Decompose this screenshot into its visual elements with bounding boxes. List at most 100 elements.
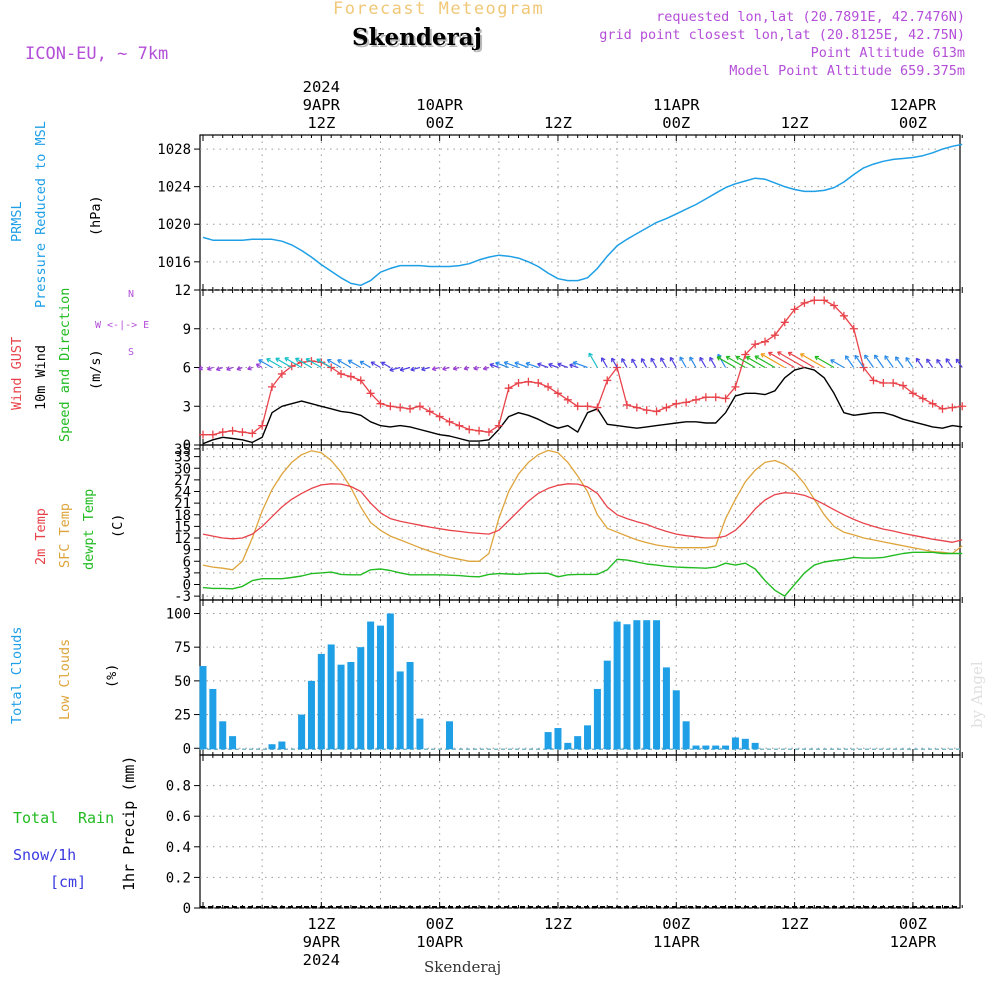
cloud-bar bbox=[307, 680, 315, 750]
gust-point bbox=[376, 399, 385, 408]
gust-point bbox=[494, 421, 503, 430]
wind-arrow bbox=[266, 358, 283, 369]
wind-arrow bbox=[327, 359, 342, 369]
wind-arrow-head bbox=[255, 363, 261, 368]
bottom-time-label: 10APR bbox=[416, 933, 463, 951]
wind-arrow-head bbox=[548, 362, 553, 368]
bottom-time-label: 12Z bbox=[781, 915, 809, 933]
cloud-bar bbox=[337, 664, 345, 750]
gust-point bbox=[701, 393, 710, 402]
y-tick-label: 1020 bbox=[157, 217, 191, 233]
wind-arrow bbox=[754, 355, 776, 369]
cloud-bar bbox=[376, 625, 384, 750]
gust-point bbox=[208, 430, 217, 439]
wind-arrow-head bbox=[266, 358, 271, 363]
wind-line bbox=[202, 366, 963, 445]
wind-arrow bbox=[884, 355, 894, 368]
top-time-label: 11APR bbox=[653, 96, 700, 114]
gust-point bbox=[662, 403, 671, 412]
wind-arrow-head bbox=[905, 357, 910, 362]
gust-point bbox=[879, 379, 888, 387]
top-time-label: 00Z bbox=[662, 114, 690, 132]
wind-arrow bbox=[787, 351, 815, 369]
gust-point bbox=[465, 425, 474, 434]
y-tick-label: 50 bbox=[174, 674, 191, 690]
wind-arrow-head bbox=[926, 358, 931, 364]
label-10m-wind: 10m Wind bbox=[33, 344, 49, 410]
gust-point bbox=[770, 331, 779, 340]
cloud-bar bbox=[199, 666, 207, 750]
wind-arrow-head bbox=[503, 360, 509, 366]
wind-arrow-head bbox=[198, 365, 203, 371]
label-wind-gust: Wind GUST bbox=[9, 336, 25, 410]
cloud-bar bbox=[584, 725, 592, 750]
cloud-bar bbox=[317, 653, 325, 750]
wind-arrow bbox=[641, 358, 648, 368]
cloud-bar bbox=[722, 745, 730, 750]
gust-point bbox=[337, 369, 346, 378]
wind-arrow-head bbox=[410, 366, 415, 372]
bottom-time-label: 2024 bbox=[303, 951, 340, 969]
gust-point bbox=[622, 400, 631, 409]
wind-arrow-head bbox=[955, 358, 961, 364]
y-tick-label: 0 bbox=[183, 741, 191, 757]
panel-frame bbox=[199, 134, 961, 291]
wind-arrow bbox=[631, 358, 638, 368]
wind-arrow bbox=[525, 362, 539, 369]
wind-arrow-head bbox=[799, 353, 805, 358]
compass-n: N bbox=[128, 289, 135, 300]
sfc-temp-line bbox=[202, 449, 963, 571]
gust-point bbox=[692, 395, 700, 404]
wind-arrow bbox=[845, 355, 855, 368]
label-pressure-msl: Pressure Reduced to MSL bbox=[33, 121, 49, 308]
bottom-time-label: 12Z bbox=[544, 915, 572, 933]
panel-frame bbox=[199, 289, 961, 446]
wind-arrow-head bbox=[473, 365, 478, 371]
cloud-bar bbox=[653, 620, 661, 750]
wind-arrow-head bbox=[389, 366, 394, 372]
label-prmsl: PRMSL bbox=[9, 201, 25, 242]
cloud-bar bbox=[396, 671, 404, 750]
wind-arrow bbox=[295, 357, 312, 369]
gust-point bbox=[445, 417, 454, 426]
wind-arrow bbox=[432, 366, 440, 371]
gust-point bbox=[386, 402, 395, 411]
wind-arrow bbox=[442, 366, 450, 370]
wind-arrow-head bbox=[864, 354, 869, 360]
gust-point bbox=[593, 403, 602, 412]
label-total: Total bbox=[13, 809, 59, 827]
wind-arrow bbox=[864, 354, 874, 368]
y-tick-label: 12 bbox=[174, 283, 191, 299]
y-tick-label: 0.2 bbox=[166, 870, 191, 886]
y-tick-label: 1024 bbox=[157, 180, 191, 196]
wind-arrow-head bbox=[337, 359, 342, 364]
pressure-line bbox=[202, 143, 963, 287]
wind-arrow bbox=[573, 361, 588, 369]
cloud-bar bbox=[357, 647, 365, 750]
label-precip-mm: 1hr Precip (mm) bbox=[120, 755, 138, 891]
gust-point bbox=[899, 381, 908, 390]
wind-arrow bbox=[389, 366, 401, 371]
gust-point bbox=[958, 402, 967, 411]
gust-point bbox=[839, 311, 848, 320]
gust-point bbox=[406, 404, 415, 413]
wind-arrow bbox=[669, 357, 677, 368]
gust-point bbox=[504, 384, 513, 393]
wind-arrow-head bbox=[895, 356, 900, 361]
label-total-clouds: Total Clouds bbox=[9, 626, 25, 724]
location-title: Skenderaj bbox=[352, 24, 482, 51]
gust-point bbox=[780, 318, 789, 327]
wind-arrow-head bbox=[442, 366, 447, 372]
bottom-time-label: 12Z bbox=[307, 915, 335, 933]
wind-arrow-head bbox=[284, 357, 289, 362]
gust-point bbox=[415, 402, 424, 411]
cloud-bar bbox=[268, 744, 276, 750]
wind-arrow-head bbox=[557, 362, 562, 368]
label-dewpt-temp: dewpt Temp bbox=[81, 488, 97, 570]
panel-frame bbox=[199, 754, 961, 909]
wind-arrow bbox=[258, 359, 273, 369]
wind-arrow bbox=[537, 363, 549, 369]
wind-arrow bbox=[830, 359, 845, 369]
gust-point bbox=[484, 428, 493, 437]
wind-arrow bbox=[514, 362, 529, 369]
